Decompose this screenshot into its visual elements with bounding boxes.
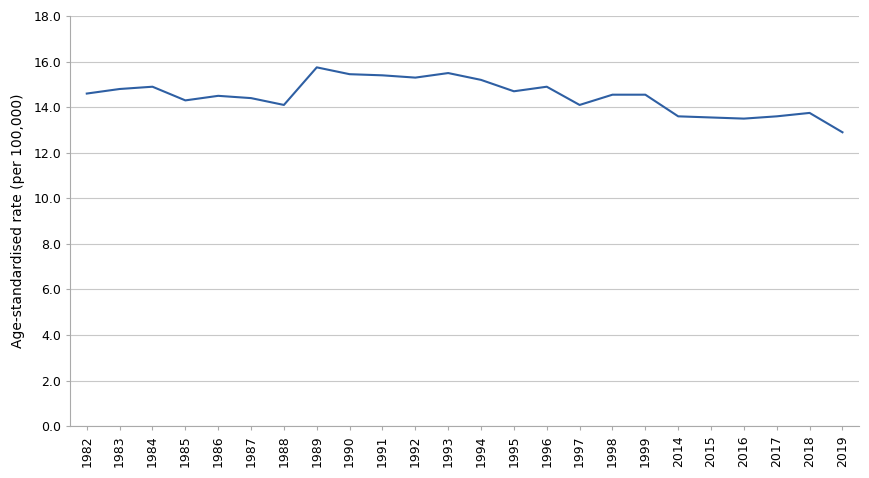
Y-axis label: Age-standardised rate (per 100,000): Age-standardised rate (per 100,000) [11,94,25,348]
